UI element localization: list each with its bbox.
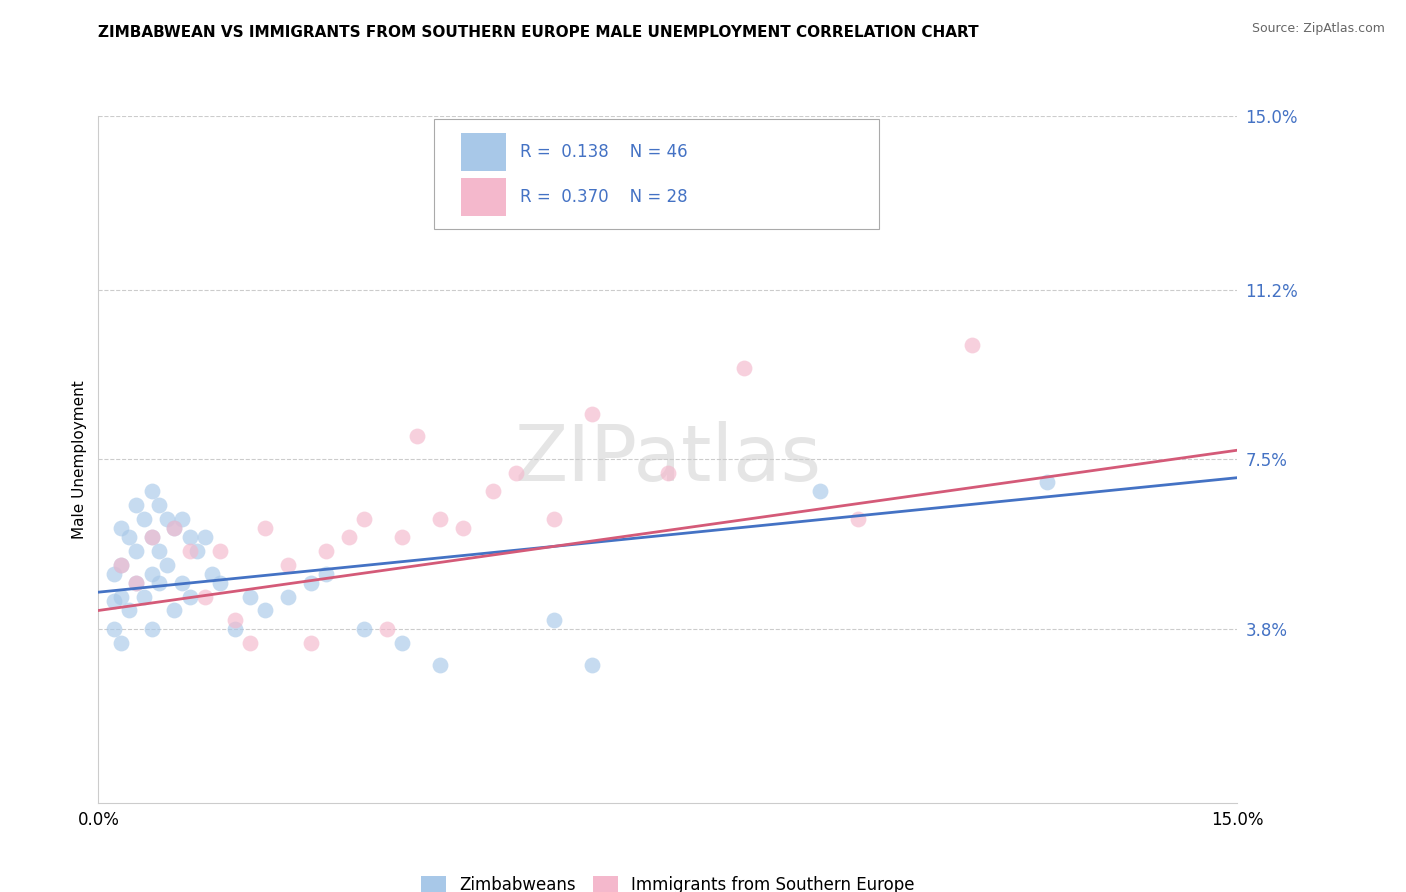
Point xyxy=(391,635,413,649)
Point xyxy=(148,498,170,512)
Y-axis label: Male Unemployment: Male Unemployment xyxy=(72,380,87,539)
Point xyxy=(163,521,186,535)
Point xyxy=(808,484,831,499)
Point xyxy=(141,622,163,636)
Point xyxy=(148,544,170,558)
Point xyxy=(581,658,603,673)
Point xyxy=(254,521,277,535)
Point xyxy=(353,512,375,526)
Legend: Zimbabweans, Immigrants from Southern Europe: Zimbabweans, Immigrants from Southern Eu… xyxy=(415,870,921,892)
FancyBboxPatch shape xyxy=(434,120,879,229)
Point xyxy=(353,622,375,636)
Point xyxy=(543,613,565,627)
Point xyxy=(148,576,170,591)
Point xyxy=(132,590,155,604)
Point xyxy=(179,544,201,558)
Point xyxy=(141,530,163,544)
Point xyxy=(1036,475,1059,490)
Text: R =  0.370    N = 28: R = 0.370 N = 28 xyxy=(520,188,688,206)
Point xyxy=(239,590,262,604)
Point xyxy=(170,512,193,526)
Bar xyxy=(461,133,506,170)
Point xyxy=(110,558,132,572)
Point xyxy=(224,613,246,627)
Point xyxy=(110,521,132,535)
Point xyxy=(429,512,451,526)
Point xyxy=(156,512,179,526)
Point xyxy=(110,590,132,604)
Point xyxy=(315,566,337,581)
Point xyxy=(186,544,208,558)
Point xyxy=(299,635,322,649)
Point xyxy=(201,566,224,581)
Point xyxy=(208,576,231,591)
Text: R =  0.138    N = 46: R = 0.138 N = 46 xyxy=(520,143,688,161)
Point xyxy=(224,622,246,636)
Point xyxy=(208,544,231,558)
Point xyxy=(846,512,869,526)
Point xyxy=(337,530,360,544)
Point xyxy=(657,466,679,480)
Point xyxy=(103,622,125,636)
Point xyxy=(505,466,527,480)
Point xyxy=(254,603,277,617)
Point xyxy=(118,530,141,544)
Point xyxy=(194,590,217,604)
Point xyxy=(429,658,451,673)
Point xyxy=(406,429,429,443)
Point xyxy=(543,512,565,526)
Point xyxy=(315,544,337,558)
Point xyxy=(733,360,755,375)
Point xyxy=(375,622,398,636)
Point xyxy=(156,558,179,572)
Point xyxy=(125,544,148,558)
Point xyxy=(482,484,505,499)
Point xyxy=(179,590,201,604)
Bar xyxy=(461,178,506,216)
Point xyxy=(103,566,125,581)
Point xyxy=(118,603,141,617)
Point xyxy=(163,521,186,535)
Point xyxy=(299,576,322,591)
Point xyxy=(163,603,186,617)
Point xyxy=(179,530,201,544)
Point xyxy=(960,338,983,352)
Point xyxy=(141,484,163,499)
Point xyxy=(125,576,148,591)
Point xyxy=(451,521,474,535)
Point xyxy=(110,635,132,649)
Point xyxy=(110,558,132,572)
Point xyxy=(141,530,163,544)
Point xyxy=(125,576,148,591)
Point xyxy=(103,594,125,608)
Point xyxy=(132,512,155,526)
Point xyxy=(391,530,413,544)
Point xyxy=(239,635,262,649)
Point xyxy=(581,407,603,421)
Text: Source: ZipAtlas.com: Source: ZipAtlas.com xyxy=(1251,22,1385,36)
Text: ZIMBABWEAN VS IMMIGRANTS FROM SOUTHERN EUROPE MALE UNEMPLOYMENT CORRELATION CHAR: ZIMBABWEAN VS IMMIGRANTS FROM SOUTHERN E… xyxy=(98,25,979,40)
Point xyxy=(141,566,163,581)
Point xyxy=(277,590,299,604)
Point xyxy=(194,530,217,544)
Point xyxy=(170,576,193,591)
Point xyxy=(277,558,299,572)
Text: ZIPatlas: ZIPatlas xyxy=(515,421,821,498)
Point xyxy=(125,498,148,512)
